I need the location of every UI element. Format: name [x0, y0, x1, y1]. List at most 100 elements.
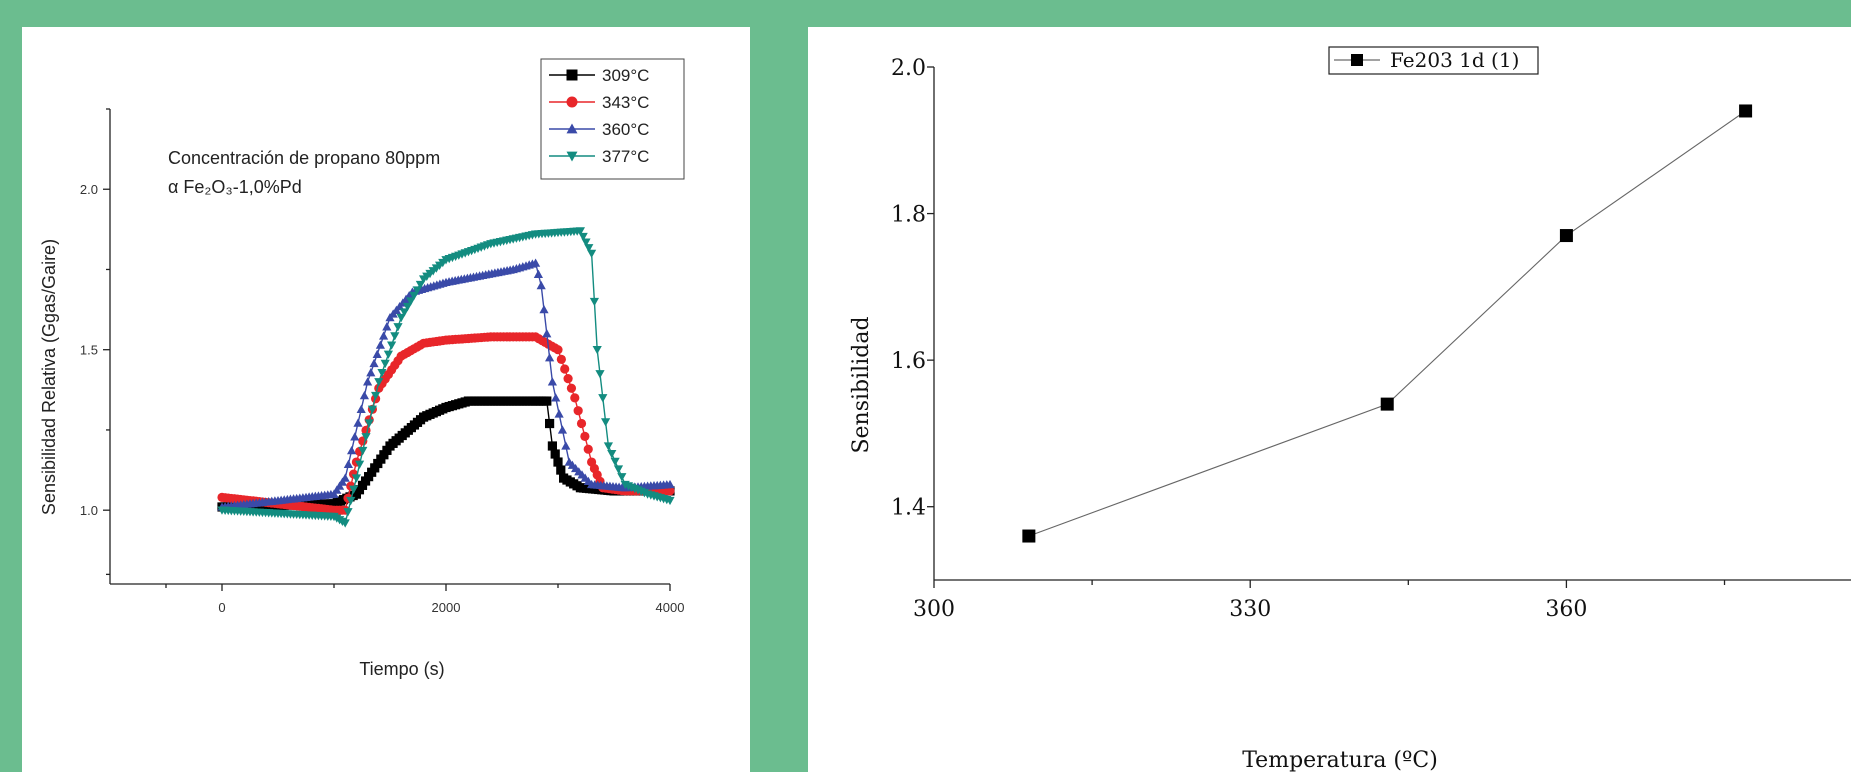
series-377c-point: [409, 291, 419, 301]
series-377c-point: [587, 249, 597, 259]
series-377c-point: [412, 286, 422, 295]
series-343c-point: [570, 393, 580, 403]
legend-marker: [566, 151, 578, 162]
series-360c-point: [551, 393, 561, 402]
legend-box: [540, 58, 685, 180]
series-377c-point: [367, 405, 377, 414]
series-377c-point: [415, 280, 425, 290]
x-tick-label: 300: [913, 597, 955, 622]
series-377c-point: [374, 378, 384, 387]
y-tick-label: 1.5: [80, 343, 98, 358]
series-360c-point: [539, 304, 549, 314]
series-360c-point: [343, 459, 353, 469]
series-377c-point: [377, 368, 387, 378]
sensitivity-time-chart: Sensibilidad Relativa (Ggas/Gaire) Tiemp…: [39, 58, 685, 679]
series-377c-point: [390, 332, 400, 341]
legend-label: 360°C: [602, 120, 649, 139]
legend-item: 360°C: [549, 120, 649, 139]
series-343c-point: [583, 444, 593, 454]
series-309c-point: [550, 449, 560, 459]
series-377c-point: [346, 496, 356, 506]
series-377c-point: [584, 244, 594, 253]
series-343c-point: [573, 406, 583, 416]
series-377c-point: [610, 457, 620, 466]
series-360c-point: [561, 441, 571, 450]
series-360c-point: [554, 409, 564, 418]
series-377c-point: [399, 308, 409, 317]
series-343c-point: [566, 383, 577, 393]
legend-item: 343°C: [549, 93, 649, 112]
series-343c-point: [560, 364, 570, 374]
series-360c-point: [665, 479, 675, 489]
series-360c-point: [350, 432, 360, 441]
series-309c-point: [545, 418, 555, 429]
y-tick-label: 1.6: [891, 349, 926, 374]
series-377c-point: [361, 433, 371, 442]
x-tick-label: 0: [218, 600, 225, 615]
x-axis-label: Temperatura (ºC): [1242, 748, 1438, 772]
series-309c-point: [556, 465, 566, 475]
series-360c-line: [221, 262, 671, 508]
legend-item: 377°C: [549, 147, 649, 166]
y-tick-label: 2.0: [80, 182, 98, 197]
legend-label: 343°C: [602, 93, 649, 112]
series-360c-point: [531, 258, 541, 267]
series-360c-point: [363, 377, 373, 386]
series-360c-point: [366, 368, 376, 377]
series-360c-point: [347, 445, 357, 455]
series-343c-point: [553, 345, 563, 355]
legend-item: 309°C: [549, 66, 649, 85]
x-tick-label: 2000: [432, 600, 461, 615]
x-tick-label: 330: [1229, 597, 1271, 622]
series-fe203-line: [1028, 110, 1746, 537]
legend-label: Fe203 1d (1): [1390, 48, 1519, 72]
series-377c-point: [603, 442, 613, 451]
series-fe203-point: [1380, 397, 1394, 411]
right-chart-panel: Sensibilidad Temperatura (ºC) 300 330 360 1…: [808, 27, 1851, 772]
y-tick-label: 1.4: [891, 496, 926, 521]
series-377c-point: [601, 418, 611, 427]
series-360c-point: [547, 377, 557, 386]
series-360c-point: [536, 280, 546, 290]
x-tick-label: 360: [1545, 597, 1587, 622]
series-377c-point: [665, 496, 675, 506]
series-360c-point: [356, 404, 366, 413]
legend-marker: [566, 123, 578, 134]
series-377c-point: [380, 359, 390, 369]
annotation-concentration: Concentración de propano 80ppm: [168, 148, 440, 168]
series-377c-point: [598, 394, 608, 403]
series-377c-point: [595, 370, 605, 379]
y-axis-label: Sensibilidad: [849, 316, 874, 453]
series-309c-point: [542, 396, 552, 406]
series-377c-point: [371, 391, 381, 401]
series-360c-point: [372, 349, 382, 358]
series-377c-point: [581, 238, 591, 247]
series-360c-point: [533, 269, 543, 278]
series-360c-point: [353, 418, 363, 427]
series-377c-point: [355, 460, 365, 469]
series-377c-point: [351, 474, 361, 483]
y-axis-label: Sensibilidad Relativa (Ggas/Gaire): [39, 239, 59, 515]
series-fe203-point: [1739, 104, 1753, 118]
series-360c-point: [375, 340, 385, 349]
series-377c-point: [387, 341, 397, 350]
series-377c-point: [343, 508, 353, 517]
series-377c: [217, 227, 675, 528]
sensitivity-temperature-chart: Sensibilidad Temperatura (ºC) 300 330 360 1…: [849, 46, 1851, 772]
series-377c-point: [575, 227, 585, 236]
series-360c-point: [542, 329, 552, 338]
legend: 309°C 343°C 360°C 377°C: [540, 58, 685, 180]
series-360c-point: [545, 353, 555, 362]
legend: Fe203 1d (1): [1328, 46, 1539, 75]
y-tick-label: 1.0: [80, 503, 98, 518]
series-360c-point: [340, 473, 350, 482]
series-377c-point: [617, 473, 627, 482]
series-377c-point: [349, 485, 359, 494]
series-377c-point: [364, 419, 374, 428]
series-343c-point: [576, 418, 587, 429]
series-377c-point: [613, 465, 624, 474]
series-377c-point: [589, 297, 599, 307]
series-377c-point: [406, 297, 416, 306]
series-360c-point: [359, 390, 369, 400]
series-fe203-point: [1559, 229, 1573, 243]
